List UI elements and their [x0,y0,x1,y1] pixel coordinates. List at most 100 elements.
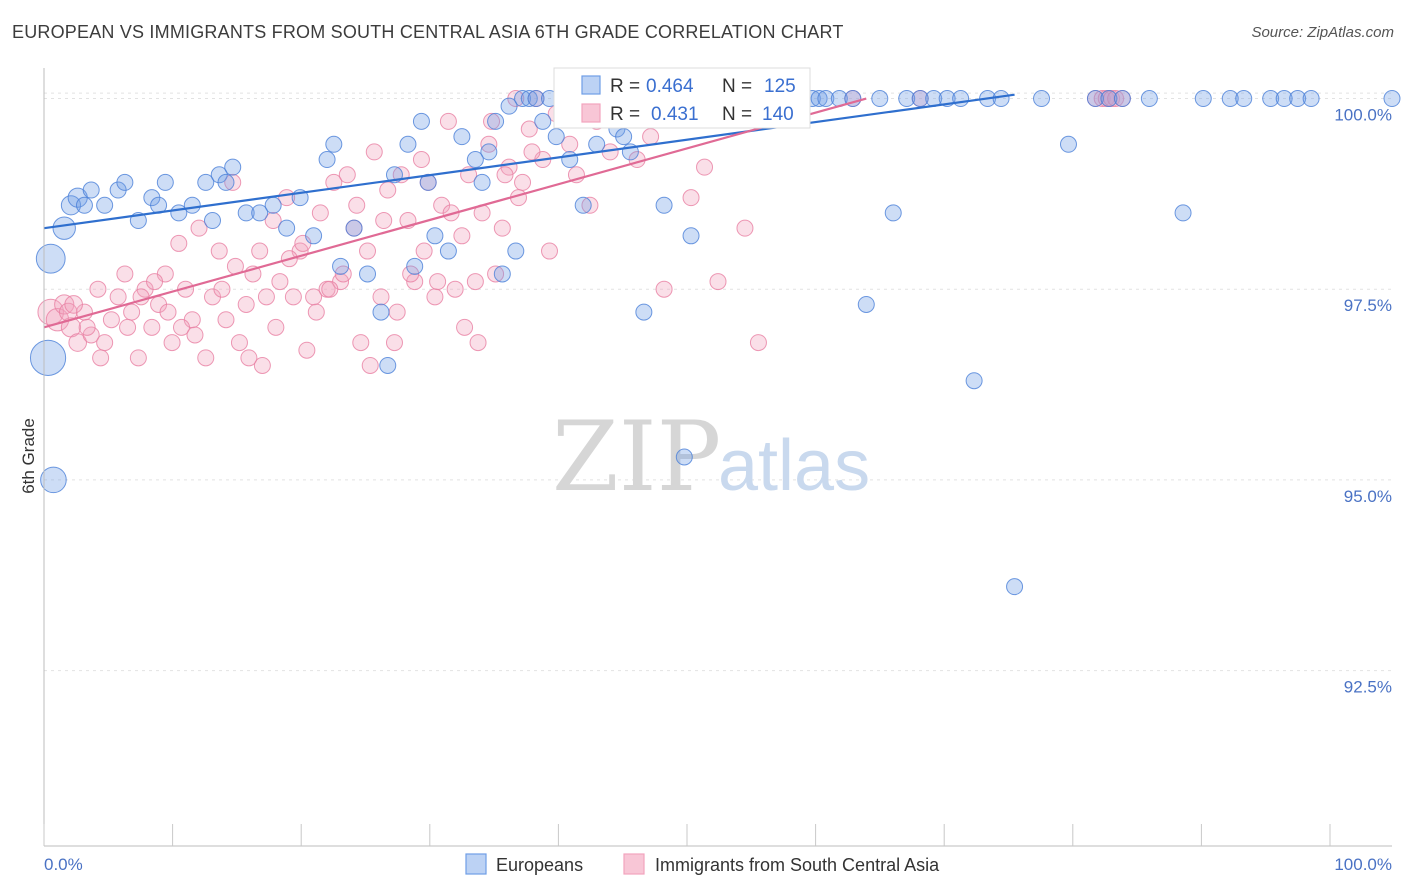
immigrants-point-10 [109,288,127,306]
immigrants-point-38 [298,341,316,359]
europeans-point-6 [75,196,93,214]
europeans-trend-line [43,93,1015,230]
immigrants-point-44 [338,166,356,184]
immigrants-point-61 [453,227,471,245]
stats-n-label-2: N = [722,104,752,125]
europeans-point-7 [82,181,100,199]
y-tick-label-0: 100.0% [1334,106,1392,125]
immigrants-point-89 [682,189,700,207]
immigrants-point-23 [197,349,215,367]
europeans-point-74 [675,448,693,466]
legend-label-europeans: Europeans [496,855,583,875]
immigrants-point-120 [267,318,285,336]
immigrants-point-9 [102,311,120,329]
watermark-zip: ZIP [552,401,721,513]
immigrants-point-63 [466,273,484,291]
europeans-point-8 [96,196,114,214]
immigrants-point-60 [446,280,464,298]
europeans-point-120 [1383,90,1401,108]
immigrants-point-113 [159,303,177,321]
immigrants-point-104 [1107,90,1125,108]
series-europeans [29,90,1401,596]
stats-n-value-2: 140 [762,104,794,125]
europeans-point-118 [1289,90,1307,108]
immigrants-point-90 [696,158,714,176]
europeans-point-52 [527,90,545,108]
europeans-point-25 [278,219,296,237]
legend-label-immigrants: Immigrants from South Central Asia [655,855,940,875]
x-tick-label-left: 0.0% [44,855,83,874]
immigrants-point-80 [581,196,599,214]
europeans-point-71 [655,196,673,214]
europeans-point-23 [251,204,269,222]
europeans-point-112 [1174,204,1192,222]
europeans-point-33 [372,303,390,321]
immigrants-point-25 [210,242,228,260]
europeans-point-108 [1086,90,1104,108]
europeans-point-36 [399,135,417,153]
immigrants-point-46 [352,334,370,352]
x-tick-label-right: 100.0% [1334,855,1392,874]
europeans-point-119 [1302,90,1320,108]
immigrants-point-36 [284,288,302,306]
europeans-point-59 [574,196,592,214]
europeans-point-10 [116,173,134,191]
immigrants-point-130 [402,265,420,283]
stats-n-value-1: 125 [764,76,796,97]
europeans-point-18 [204,212,221,230]
immigrants-point-26 [217,311,235,329]
europeans-point-41 [439,242,457,260]
europeans-point-61 [588,135,606,153]
immigrants-point-55 [412,151,430,169]
immigrants-point-116 [213,280,231,298]
immigrants-point-66 [487,265,505,283]
chart-title: EUROPEAN VS IMMIGRANTS FROM SOUTH CENTRA… [12,22,844,42]
europeans-point-105 [1006,578,1024,596]
immigrants-point-28 [230,334,248,352]
europeans-point-31 [345,219,363,237]
y-tick-label-1: 97.5% [1344,296,1392,315]
immigrants-point-49 [372,288,390,306]
europeans-point-95 [871,90,889,108]
immigrants-point-4 [68,333,87,352]
immigrants-point-137 [496,166,514,184]
europeans-point-28 [318,151,336,169]
europeans-point-110 [1113,90,1131,108]
europeans-point-22 [237,204,255,222]
europeans-point-106 [1033,90,1051,108]
y-tick-label-3: 92.5% [1344,678,1392,697]
series-immigrants [37,90,1131,374]
immigrants-point-115 [186,326,204,344]
europeans-point-107 [1059,135,1077,153]
stats-n-label-1: N = [722,76,752,97]
europeans-point-75 [682,227,700,245]
europeans-point-49 [507,242,525,260]
europeans-point-17 [197,173,215,191]
immigrants-point-34 [271,273,289,291]
immigrants-point-86 [642,128,660,146]
immigrants-point-74 [541,242,558,260]
grid-lines [44,92,1392,672]
europeans-point-30 [332,257,350,275]
immigrants-point-128 [375,212,393,230]
europeans-point-2 [40,466,67,494]
immigrants-point-42 [325,173,343,191]
immigrants-point-132 [429,273,447,291]
immigrants-point-47 [359,242,377,260]
immigrants-point-57 [426,288,444,306]
source-label: Source: ZipAtlas.com [1251,24,1394,41]
immigrants-point-11 [116,265,134,283]
europeans-point-96 [884,204,902,222]
immigrants-point-7 [89,280,107,298]
immigrants-point-123 [307,303,325,321]
immigrants-point-67 [493,219,511,237]
immigrants-point-12 [123,303,141,321]
europeans-point-16 [183,196,201,214]
immigrants-point-18 [163,334,181,352]
immigrants-point-127 [361,356,379,374]
stats-r-value-1: 0.464 [646,76,694,97]
europeans-point-102 [965,372,983,390]
europeans-point-68 [635,303,653,321]
europeans-point-94 [857,295,875,313]
